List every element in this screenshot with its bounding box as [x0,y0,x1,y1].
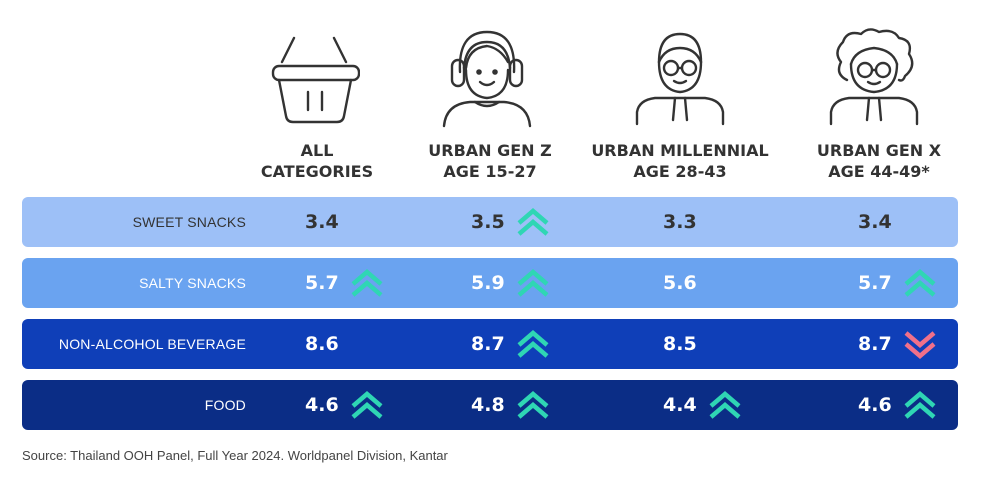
cell-value: 8.6 [305,333,339,355]
cell-value: 8.7 [858,333,892,355]
cell-value: 3.3 [663,211,697,233]
chevron-stroke [351,391,383,408]
trend-down-icon [904,331,936,359]
cell-value: 4.6 [858,394,892,416]
row-label: FOOD [204,397,246,413]
curly-hair-person-icon [829,28,919,126]
row-label: NON-ALCOHOL BEVERAGE [58,336,246,352]
table-row: SALTY SNACKS 5.7 5.9 5.6 5.7 [22,258,958,308]
chevron-stroke [517,269,549,286]
cell-value: 5.6 [663,272,697,294]
headphones-person-icon [442,30,532,128]
cell-value: 8.5 [663,333,697,355]
cell-value: 4.8 [471,394,505,416]
chevron-stroke [709,391,741,408]
column-header-line: URBAN GEN X [816,141,942,160]
chevron-stroke [517,208,549,225]
trend-up-icon [517,269,549,297]
cell-value: 3.5 [471,211,505,233]
basket-icon [271,36,360,124]
chevron-stroke [517,391,549,408]
table-row: NON-ALCOHOL BEVERAGE 8.6 8.7 8.5 8.7 [22,319,958,369]
glasses-person-icon [635,32,725,126]
chevron-stroke [904,269,936,286]
chevron-stroke [517,341,549,358]
cell-value: 4.4 [663,394,697,416]
trend-up-icon [351,391,383,419]
cell-value: 3.4 [858,211,892,233]
column-header-genz: URBAN GEN Z AGE 15-27 [395,140,585,182]
trend-up-icon [517,208,549,236]
table-row: FOOD 4.6 4.8 4.4 4.6 [22,380,958,430]
trend-up-icon [904,391,936,419]
column-header-line: CATEGORIES [260,162,374,181]
column-header-line: URBAN MILLENNIAL [591,141,769,160]
cell-value: 5.9 [471,272,505,294]
column-header-millennial: URBAN MILLENNIAL AGE 28-43 [585,140,775,182]
cell-value: 5.7 [305,272,339,294]
column-header-genx: URBAN GEN X AGE 44-49* [784,140,974,182]
trend-up-icon [517,330,549,358]
chevron-stroke [904,391,936,408]
chevron-stroke [351,402,383,419]
row-label: SWEET SNACKS [132,214,246,230]
column-header-line: AGE 28-43 [633,162,727,181]
trend-up-icon [709,391,741,419]
cell-value: 5.7 [858,272,892,294]
cell-value: 4.6 [305,394,339,416]
column-header-all: ALL CATEGORIES [222,140,412,182]
column-header-line: AGE 15-27 [443,162,537,181]
table-row: SWEET SNACKS 3.4 3.5 3.3 3.4 [22,197,958,247]
chevron-stroke [517,280,549,297]
chevron-stroke [904,331,936,348]
chevron-stroke [517,330,549,347]
chevron-stroke [904,402,936,419]
column-header-line: URBAN GEN Z [428,141,552,160]
chevron-stroke [709,402,741,419]
chevron-stroke [351,269,383,286]
chevron-stroke [517,402,549,419]
chevron-stroke [351,280,383,297]
cell-value: 3.4 [305,211,339,233]
chevron-stroke [904,342,936,359]
column-header-line: AGE 44-49* [828,162,930,181]
cell-value: 8.7 [471,333,505,355]
trend-up-icon [351,269,383,297]
chevron-stroke [517,219,549,236]
chevron-stroke [904,280,936,297]
row-label: SALTY SNACKS [139,275,246,291]
column-header-line: ALL [300,141,334,160]
trend-up-icon [517,391,549,419]
source-note: Source: Thailand OOH Panel, Full Year 20… [22,448,448,463]
trend-up-icon [904,269,936,297]
